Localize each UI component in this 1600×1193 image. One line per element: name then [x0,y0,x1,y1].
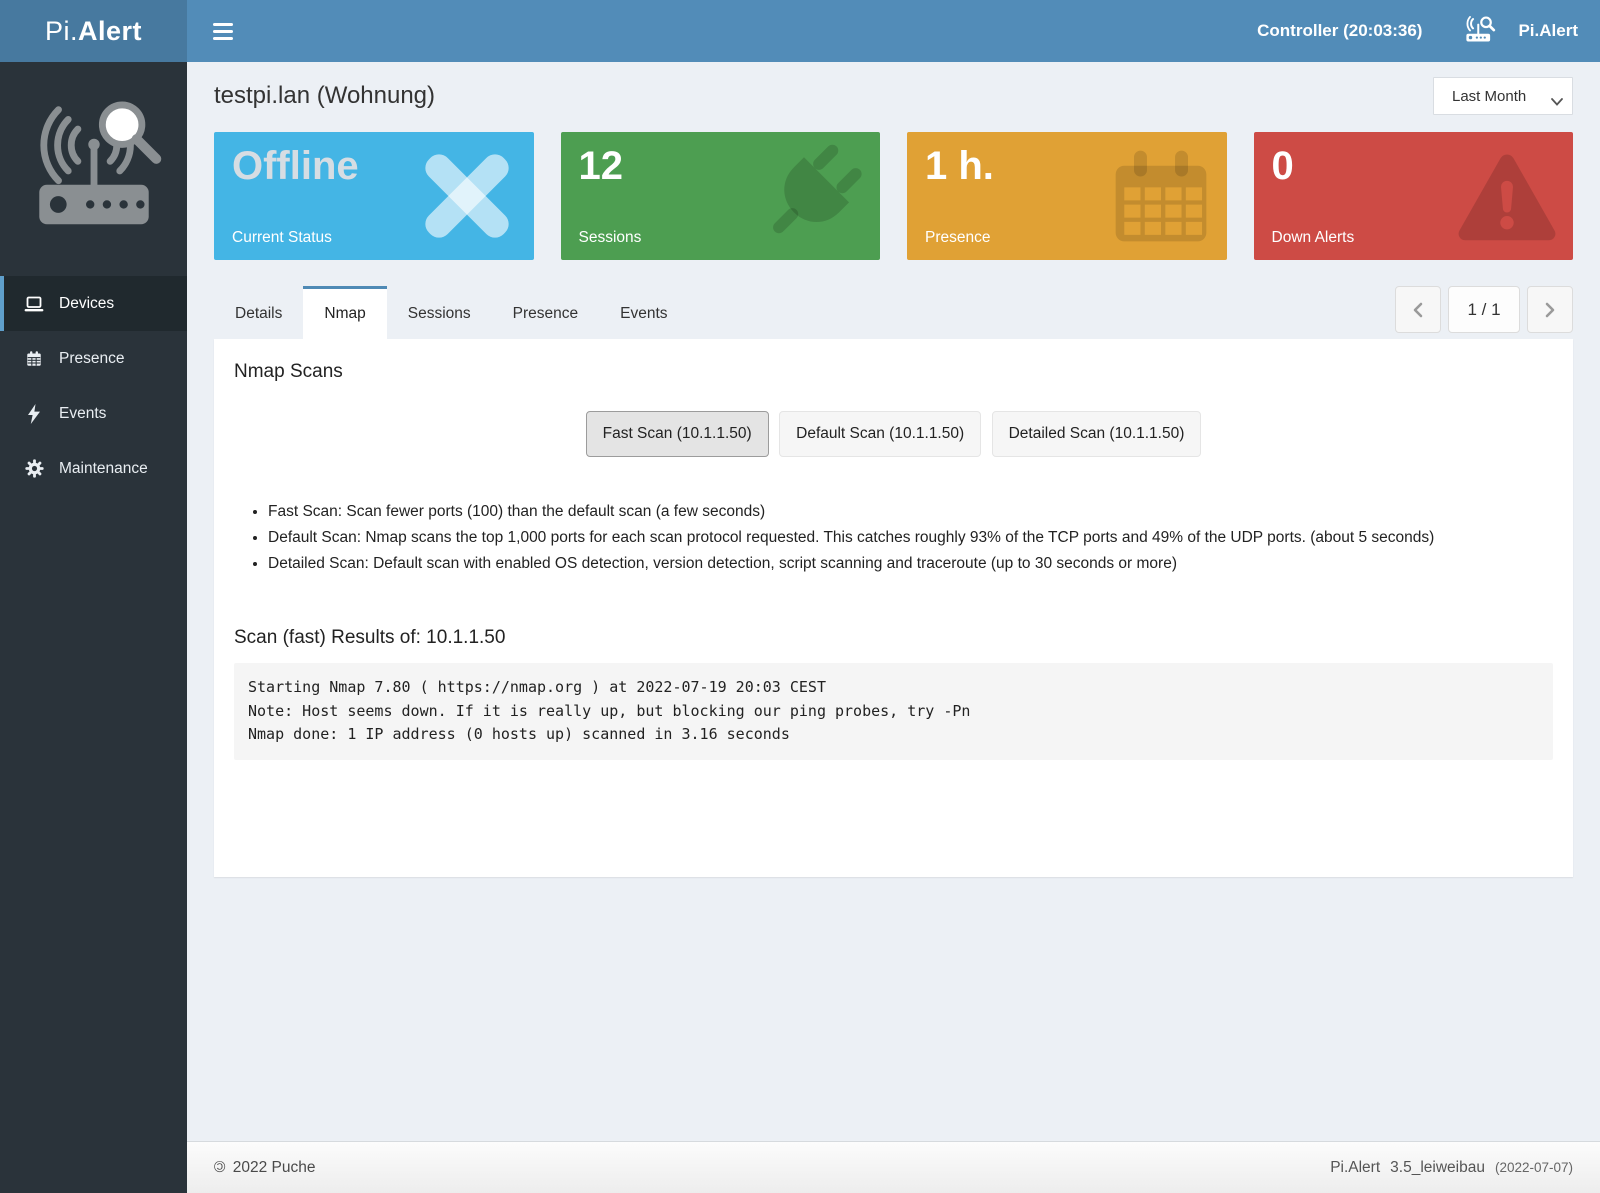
infobox-presence: 1 h. Presence [907,132,1227,260]
brand-text-alert: Alert [78,15,143,46]
chevron-left-icon [1413,302,1423,317]
infobox-label: Down Alerts [1271,229,1355,246]
copyright: © 2022 Puche [214,1159,315,1177]
copyleft-icon: © [214,1158,226,1176]
infobox-value: 1 h. [925,144,994,188]
controller-link[interactable]: Controller (20:03:36) [1257,21,1423,40]
output-line: Nmap done: 1 IP address (0 hosts up) sca… [248,725,790,743]
sidebar-item-devices[interactable]: Devices [0,276,187,331]
bolt-icon [24,403,44,424]
page-indicator: 1 / 1 [1448,286,1520,333]
infobox-label: Current Status [232,229,332,246]
scan-description-detailed: Detailed Scan: Default scan with enabled… [268,555,1559,573]
device-tabs: Details Nmap Sessions Presence Events [214,286,689,339]
x-icon [424,154,509,238]
pialert-router-logo [38,101,161,225]
infobox-sessions: 12 Sessions [560,132,880,260]
warning-triangle-icon [1458,154,1556,241]
laptop-icon [24,294,44,314]
sidebar-item-label: Maintenance [59,459,148,477]
nmap-section-title: Nmap Scans [234,361,343,382]
sidebar-toggle-button[interactable] [209,17,237,46]
scan-results-title: Scan (fast) Results of: 10.1.1.50 [234,627,506,648]
sidebar-item-presence[interactable]: Presence [0,331,187,386]
version-info: Pi.Alert 3.5_leiweibau (2022-07-07) [1330,1159,1573,1177]
brand-logo[interactable]: Pi. Alert [0,0,187,62]
sidebar-item-events[interactable]: Events [0,386,187,441]
chevron-right-icon [1545,302,1555,317]
calendar-icon [1115,150,1206,242]
scan-description-default: Default Scan: Nmap scans the top 1,000 p… [268,529,1559,547]
output-line: Starting Nmap 7.80 ( https://nmap.org ) … [248,678,826,696]
scan-descriptions: Fast Scan: Scan fewer ports (100) than t… [228,503,1559,573]
default-scan-button[interactable]: Default Scan (10.1.1.50) [779,411,982,457]
gear-icon [24,459,44,479]
tab-details[interactable]: Details [235,305,283,322]
footer-version-date: (2022-07-07) [1494,1159,1573,1175]
fast-scan-button[interactable]: Fast Scan (10.1.1.50) [585,411,769,457]
infobox-label: Presence [925,229,991,246]
tab-events[interactable]: Events [620,305,668,322]
navbar: Controller (20:03:36) Pi.Al [187,0,1600,62]
sidebar-item-label: Devices [59,294,115,312]
brand-text-pi: Pi. [44,15,78,46]
sidebar-item-label: Presence [59,349,125,367]
scan-results-output: Starting Nmap 7.80 ( https://nmap.org ) … [234,663,1553,760]
top-navbar: Pi. Alert Controller (20:03:36) [0,0,1600,62]
detailed-scan-button[interactable]: Detailed Scan (10.1.1.50) [991,411,1202,457]
sidebar-menu: Devices Presence [0,276,187,496]
infobox-value: Offline [232,144,359,188]
sidebar: Devices Presence [0,62,187,1193]
footer-app-name: Pi.Alert [1330,1158,1381,1176]
prev-device-button[interactable] [1395,286,1441,333]
tab-nmap[interactable]: Nmap [303,286,387,339]
infobox-current-status: Offline Current Status [214,132,534,260]
output-line: Note: Host seems down. If it is really u… [248,701,971,720]
footer: © 2022 Puche Pi.Alert 3.5_leiweibau (202… [187,1141,1600,1193]
calendar-icon [24,349,44,369]
infobox-value: 0 [1271,144,1294,188]
period-select-wrap: Last Month [1433,77,1573,115]
copyright-text: 2022 Puche [232,1158,316,1176]
infobox-down-alerts: 0 Down Alerts [1253,132,1573,260]
device-pager: 1 / 1 [1395,286,1573,333]
sidebar-item-label: Events [59,404,107,422]
nmap-panel: Nmap Scans Fast Scan (10.1.1.50) Default… [214,339,1573,877]
tab-sessions[interactable]: Sessions [407,305,471,322]
tab-presence[interactable]: Presence [512,305,579,322]
infobox-label: Sessions [578,229,642,246]
page-title: testpi.lan (Wohnung) [214,82,436,109]
navbar-app-label[interactable]: Pi.Alert [1518,21,1578,40]
navbar-right: Controller (20:03:36) Pi.Al [1257,16,1578,46]
footer-version: 3.5_leiweibau [1390,1158,1485,1176]
info-boxes: Offline Current Status 12 Sessions [214,132,1573,260]
sidebar-item-maintenance[interactable]: Maintenance [0,441,187,496]
scan-buttons: Fast Scan (10.1.1.50) Default Scan (10.1… [228,411,1559,457]
scan-description-fast: Fast Scan: Scan fewer ports (100) than t… [268,503,1559,521]
infobox-value: 12 [578,144,624,188]
router-scan-icon [1466,16,1496,42]
next-device-button[interactable] [1527,286,1573,333]
main-content: testpi.lan (Wohnung) Last Month Offline … [187,62,1600,1141]
plug-icon [773,144,862,234]
period-select[interactable]: Last Month [1433,77,1573,115]
